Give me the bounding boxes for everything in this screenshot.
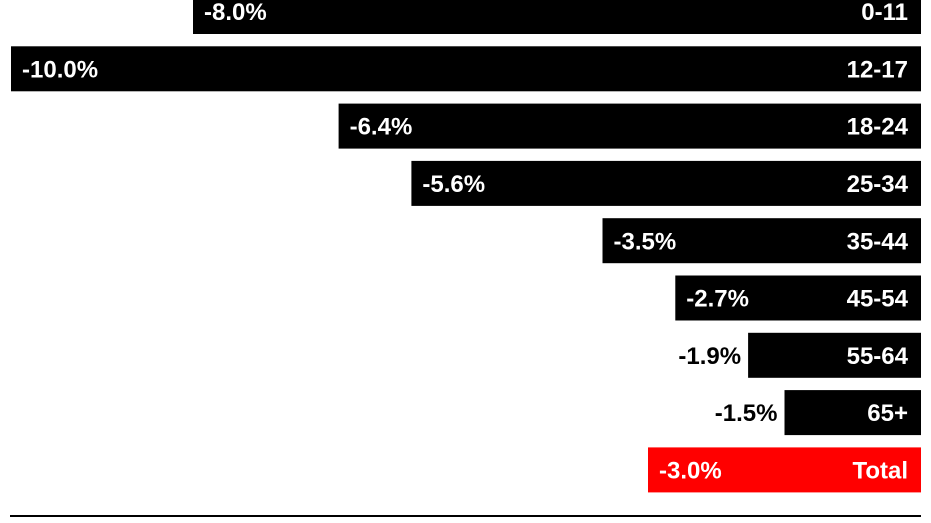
value-label: -2.7% xyxy=(686,286,749,313)
bar-group: 0-11 -8.0% 12-17 -10.0% 18-24 -6.4% 25-34 -5.6%… xyxy=(11,0,922,493)
bar-35-44 xyxy=(602,218,921,264)
value-label: -3.0% xyxy=(659,458,722,485)
value-label: -3.5% xyxy=(614,228,677,255)
category-label: 35-44 xyxy=(847,228,909,255)
value-label: -1.5% xyxy=(715,400,778,427)
bar-18-24 xyxy=(338,103,922,149)
category-label: 45-54 xyxy=(847,286,909,313)
value-label: -6.4% xyxy=(350,114,413,141)
category-label: 25-34 xyxy=(847,171,909,198)
category-label: 0-11 xyxy=(861,0,908,26)
value-label: -1.9% xyxy=(678,343,741,370)
value-label: -8.0% xyxy=(204,0,267,26)
category-label: 55-64 xyxy=(847,343,909,370)
category-label: Total xyxy=(852,458,908,485)
bar-total xyxy=(648,447,921,493)
category-label: 12-17 xyxy=(847,56,908,83)
value-label: -10.0% xyxy=(22,56,98,83)
category-label: 18-24 xyxy=(847,114,909,141)
bar-45-54 xyxy=(675,275,921,321)
bar-55-64 xyxy=(748,332,921,378)
bar-0-11 xyxy=(193,0,921,34)
bar-25-34 xyxy=(411,160,921,206)
bar-65plus xyxy=(784,390,921,436)
category-label: 65+ xyxy=(867,400,908,427)
value-label: -5.6% xyxy=(422,171,485,198)
bar-12-17 xyxy=(11,46,921,92)
